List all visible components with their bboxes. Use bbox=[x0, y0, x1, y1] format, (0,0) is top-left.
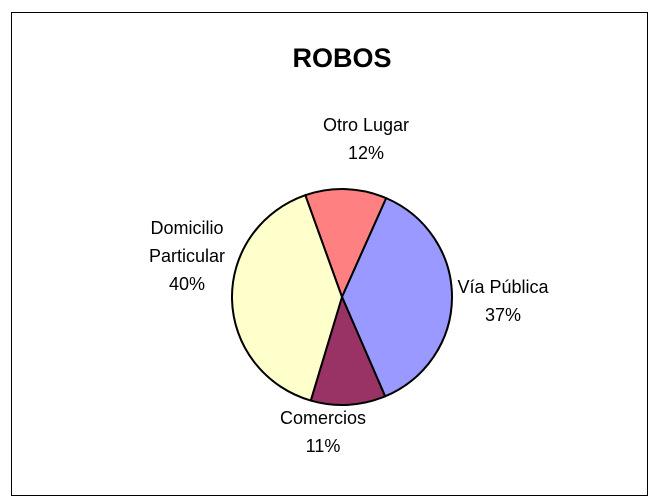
slice-percent-label: 12% bbox=[348, 143, 384, 163]
slice-label-comercios: Comercios 11% bbox=[280, 408, 366, 456]
pie-slice-comercios bbox=[309, 296, 387, 406]
pie-slice-otro-lugar bbox=[304, 188, 388, 298]
chart-title: ROBOS bbox=[292, 43, 391, 73]
slice-labels: Otro Lugar 12% Vía Pública 37% Comercios 11% D… bbox=[149, 115, 550, 456]
pie-slices bbox=[231, 188, 453, 406]
pie-slice-domicilio-particular bbox=[231, 194, 343, 402]
slice-label-domicilio-particular: Domicilio Particular 40% bbox=[149, 218, 225, 294]
slice-name-label: Otro Lugar bbox=[323, 115, 409, 135]
slice-percent-label: 37% bbox=[485, 305, 521, 325]
slice-percent-label: 40% bbox=[169, 274, 205, 294]
slice-percent-label: 11% bbox=[306, 436, 341, 456]
slice-label-otro-lugar: Otro Lugar 12% bbox=[323, 115, 409, 163]
slice-label-v-a-p-blica: Vía Pública 37% bbox=[457, 277, 549, 325]
slice-name-label: Particular bbox=[149, 246, 225, 266]
pie-slice-v-a-p-blica bbox=[341, 197, 453, 398]
slice-name-label: Comercios bbox=[280, 408, 366, 428]
slice-name-label: Vía Pública bbox=[457, 277, 549, 297]
slice-name-label: Domicilio bbox=[150, 218, 223, 238]
